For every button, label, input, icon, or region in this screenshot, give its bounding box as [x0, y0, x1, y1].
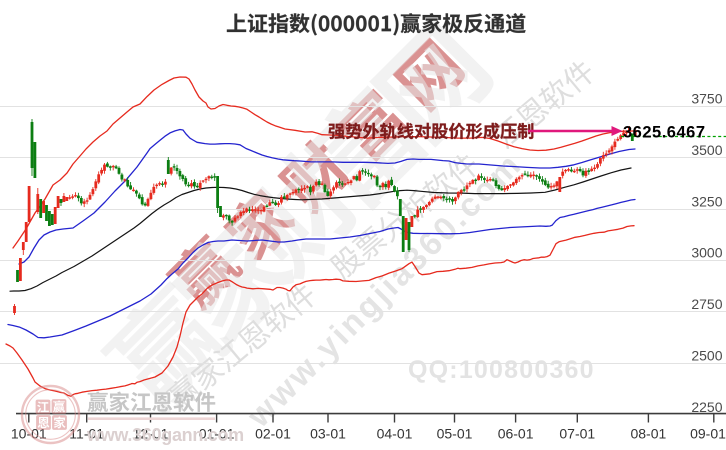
svg-text:05-01: 05-01	[437, 426, 473, 442]
svg-text:03-01: 03-01	[310, 426, 346, 442]
svg-text:3500: 3500	[691, 142, 722, 158]
svg-text:www.360gann.com: www.360gann.com	[86, 425, 244, 445]
svg-text:12-01: 12-01	[133, 426, 169, 442]
svg-text:2250: 2250	[691, 399, 722, 415]
svg-text:2500: 2500	[691, 348, 722, 364]
svg-text:3625.6467: 3625.6467	[623, 124, 706, 142]
svg-text:02-01: 02-01	[255, 426, 291, 442]
svg-text:QQ:100800360: QQ:100800360	[408, 356, 595, 384]
svg-text:11-01: 11-01	[69, 426, 104, 442]
svg-text:3000: 3000	[691, 245, 722, 261]
svg-text:3750: 3750	[691, 91, 722, 107]
svg-text:07-01: 07-01	[559, 426, 595, 442]
svg-text:2750: 2750	[691, 296, 722, 312]
svg-text:09-01: 09-01	[690, 426, 726, 442]
svg-text:01-01: 01-01	[199, 426, 235, 442]
svg-text:08-01: 08-01	[630, 426, 666, 442]
svg-text:06-01: 06-01	[498, 426, 534, 442]
svg-text:04-01: 04-01	[377, 426, 413, 442]
svg-text:3250: 3250	[691, 193, 722, 209]
